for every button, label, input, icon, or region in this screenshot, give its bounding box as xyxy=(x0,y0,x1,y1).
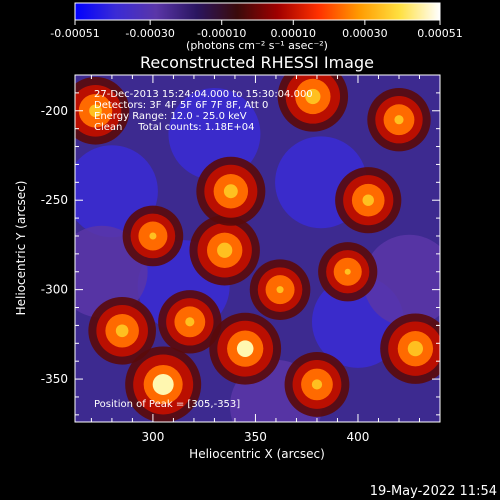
dim-region xyxy=(168,88,261,181)
bright-region-peak xyxy=(305,88,321,105)
x-tick-label: 400 xyxy=(347,430,370,444)
bright-region-peak xyxy=(311,379,323,390)
bright-region-peak xyxy=(394,115,404,125)
annotation-time-range: 27-Dec-2013 15:24:04.000 to 15:30:04.000 xyxy=(94,89,313,100)
y-tick-label: -350 xyxy=(41,372,68,386)
colorbar-strip xyxy=(74,2,441,21)
colorbar-tick-label: 0.00030 xyxy=(342,27,388,40)
x-tick-label: 300 xyxy=(141,430,164,444)
annotation-algorithm-counts: Clean Total counts: 1.18E+04 xyxy=(94,122,254,133)
bright-region-peak xyxy=(89,104,102,118)
bright-region-peak xyxy=(344,268,351,275)
bright-region-peak xyxy=(115,324,129,338)
plot-frame xyxy=(74,74,441,423)
colorbar-unit-label: (photons cm⁻² s⁻¹ asec⁻²) xyxy=(186,39,328,52)
colorbar: -0.00051 -0.00030 -0.00010 0.00010 0.00030 0.… xyxy=(50,2,463,52)
bright-region-peak xyxy=(276,286,284,294)
bright-region-peak xyxy=(407,341,424,357)
annotation-detectors: Detectors: 3F 4F 5F 6F 7F 8F, Att 0 xyxy=(94,100,268,111)
chart-title: Reconstructed RHESSI Image xyxy=(140,53,374,72)
heatmap-image xyxy=(75,75,440,422)
x-tick-label: 350 xyxy=(244,430,267,444)
colorbar-tick-label: -0.00010 xyxy=(197,27,246,40)
image-annotations: 27-Dec-2013 15:24:04.000 to 15:30:04.000… xyxy=(94,89,313,410)
dim-region xyxy=(363,234,440,327)
colorbar-ticks: -0.00051 -0.00030 -0.00010 0.00010 0.00030 0.… xyxy=(50,20,463,40)
bright-region-peak xyxy=(236,340,254,357)
x-axis-label: Heliocentric X (arcsec) xyxy=(189,447,325,461)
bright-region-peak xyxy=(185,317,195,327)
bright-region-peak xyxy=(217,242,233,258)
footer-timestamp: 19-May-2022 11:54 xyxy=(370,484,497,499)
annotation-peak-position: Position of Peak = [305,-353] xyxy=(94,399,240,410)
bright-region-peak xyxy=(152,373,174,395)
bright-region-peak xyxy=(149,232,157,240)
y-tick-label: -250 xyxy=(41,193,68,207)
colorbar-tick-label: -0.00030 xyxy=(125,27,174,40)
y-axis-label: Heliocentric Y (arcsec) xyxy=(14,181,28,316)
bright-region-peak xyxy=(362,194,374,206)
colorbar-tick-label: 0.00010 xyxy=(271,27,317,40)
colorbar-tick-label: -0.00051 xyxy=(50,27,99,40)
annotation-energy-range: Energy Range: 12.0 - 25.0 keV xyxy=(94,111,247,122)
colorbar-tick-label: 0.00051 xyxy=(417,27,463,40)
bright-region-peak xyxy=(223,184,238,199)
y-tick-label: -300 xyxy=(41,283,68,297)
plot-axes: 300 350 400 -200 -250 -300 -350 Heliocentric X… xyxy=(14,74,441,461)
y-tick-label: -200 xyxy=(41,104,68,118)
